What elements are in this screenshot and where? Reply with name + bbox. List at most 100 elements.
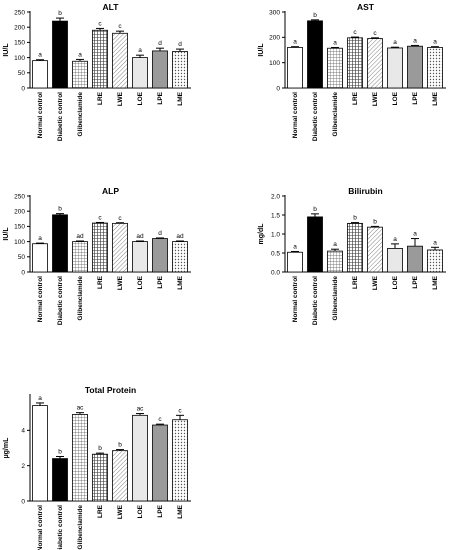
bar-glibenclamide [327, 47, 343, 89]
bar-lme [427, 47, 443, 89]
bar-normal-control [32, 243, 48, 273]
y-axis-label: µg/mL [3, 437, 10, 458]
bar-loe [132, 414, 148, 502]
bar-loe [387, 248, 403, 273]
bar-lwe [112, 32, 128, 89]
bar-normal-control [287, 47, 303, 89]
significance-label: a [433, 39, 437, 46]
bar-lwe [112, 222, 128, 273]
bar-loe [387, 47, 403, 89]
category-label: LRE [352, 91, 359, 105]
y-tick-label: 0.5 [271, 250, 280, 257]
significance-label: d [158, 230, 162, 237]
chart-title: ALP [102, 186, 119, 196]
bar-lre [92, 222, 108, 273]
bar-lme [427, 249, 443, 273]
bar-lwe [367, 38, 383, 89]
y-tick-label: 50 [18, 254, 26, 261]
category-label: Glibenclamide [77, 276, 84, 321]
category-label: LRE [352, 275, 359, 289]
y-tick-label: 0 [21, 498, 25, 505]
category-label: LWE [117, 504, 124, 519]
bar-diabetic-control [307, 216, 323, 273]
category-label: LME [177, 504, 184, 518]
bar-normal-control [32, 405, 48, 502]
y-axis-label: IU/L [3, 43, 10, 57]
significance-label: d [158, 40, 162, 47]
category-label: LPE [412, 91, 419, 104]
y-tick-label: 200 [14, 209, 25, 216]
y-tick-label: 0 [21, 85, 25, 92]
y-tick-label: 200 [14, 25, 25, 32]
significance-label: c [98, 20, 102, 27]
chart-panel-alt: ALT 0 50 100 150 200 250 IU/L a Normal control b Di… [3, 2, 191, 141]
y-tick-label: 100 [14, 55, 25, 62]
significance-label: a [413, 37, 417, 44]
significance-label: ad [176, 233, 184, 240]
significance-label: b [58, 448, 62, 455]
y-tick-label: 0 [276, 85, 280, 92]
significance-label: ad [136, 233, 144, 240]
y-tick-label: 150 [14, 224, 25, 231]
category-label: LRE [97, 275, 104, 289]
significance-label: b [58, 206, 62, 213]
bar-lre [92, 29, 108, 89]
significance-label: a [138, 47, 142, 54]
bar-lpe [152, 238, 168, 273]
y-axis-label: mg/dL [258, 223, 265, 245]
bar-glibenclamide [72, 60, 88, 89]
y-tick-label: 150 [14, 40, 25, 47]
category-label: LWE [117, 275, 124, 290]
category-label: Normal control [292, 276, 299, 322]
significance-label: a [413, 231, 417, 238]
y-tick-label: 300 [269, 9, 280, 16]
significance-label: b [353, 215, 357, 222]
bar-loe [132, 57, 148, 89]
category-label: Glibenclamide [332, 276, 339, 321]
significance-label: a [38, 395, 42, 402]
significance-label: b [373, 218, 377, 225]
chart-title: AST [357, 2, 375, 12]
chart-title: ALT [103, 2, 120, 12]
significance-label: c [353, 29, 357, 36]
category-label: LOE [137, 91, 144, 105]
significance-label: c [118, 23, 122, 30]
bar-lpe [152, 50, 168, 89]
bar-diabetic-control [52, 214, 68, 273]
significance-label: a [38, 235, 42, 242]
category-label: Diabetic control [312, 276, 319, 325]
significance-label: a [393, 39, 397, 46]
bar-lre [347, 37, 363, 89]
category-label: LPE [157, 275, 164, 288]
y-axis-label: IU/L [258, 43, 265, 57]
significance-label: a [393, 236, 397, 243]
bar-lre [347, 222, 363, 273]
y-tick-label: 250 [14, 9, 25, 16]
significance-label: b [118, 442, 122, 449]
category-label: Glibenclamide [77, 505, 84, 550]
significance-label: c [158, 416, 162, 423]
significance-label: b [313, 206, 317, 213]
y-tick-label: 50 [18, 70, 26, 77]
bar-lme [172, 419, 188, 502]
category-label: LOE [392, 91, 399, 105]
significance-label: c [98, 214, 102, 221]
significance-label: a [293, 243, 297, 250]
chart-title: Total Protein [85, 385, 136, 395]
category-label: LME [432, 91, 439, 105]
bar-lwe [367, 226, 383, 273]
y-tick-label: 1.0 [271, 231, 280, 238]
category-label: LPE [412, 275, 419, 288]
category-label: Normal control [37, 276, 44, 322]
category-label: Glibenclamide [77, 92, 84, 137]
chart-panel-bilirubin: Bilirubin 0.0 0.5 1.0 1.5 2.0 mg/dL a Normal con… [258, 186, 446, 325]
bar-glibenclamide [72, 241, 88, 273]
category-label: Diabetic control [57, 276, 64, 325]
significance-label: b [313, 12, 317, 19]
category-label: LWE [372, 275, 379, 290]
significance-label: a [38, 52, 42, 59]
y-tick-label: 250 [14, 193, 25, 200]
y-tick-label: 200 [269, 35, 280, 42]
bar-diabetic-control [52, 458, 68, 502]
chart-panel-ast: AST 0 100 200 300 IU/L a Normal control b Diabeti… [258, 2, 446, 141]
